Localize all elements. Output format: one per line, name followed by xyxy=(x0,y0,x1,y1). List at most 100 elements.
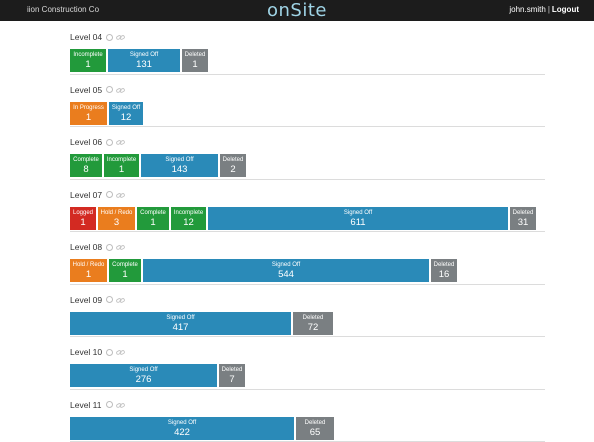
circle-outline-icon[interactable] xyxy=(106,191,113,198)
level-header: Level 07 xyxy=(70,186,125,198)
status-bar-count: 422 xyxy=(70,427,294,438)
chain-link-icon[interactable] xyxy=(116,133,125,151)
status-bar-label: Incomplete xyxy=(171,210,206,217)
status-bar-label: Signed Off xyxy=(109,105,143,112)
circle-outline-icon[interactable] xyxy=(106,296,113,303)
level-title[interactable]: Level 09 xyxy=(70,295,102,305)
chain-link-icon[interactable] xyxy=(116,396,125,414)
status-bar-label: Incomplete xyxy=(104,157,139,164)
status-bar-count: 276 xyxy=(70,374,217,385)
username-link[interactable]: john.smith xyxy=(509,5,545,14)
circle-outline-icon[interactable] xyxy=(106,244,113,251)
status-bar-label: Deleted xyxy=(296,420,334,427)
status-bar-count: 2 xyxy=(220,164,246,175)
user-separator: | xyxy=(548,5,550,14)
status-bar-label: Deleted xyxy=(293,315,333,322)
circle-outline-icon[interactable] xyxy=(106,401,113,408)
chain-link-icon[interactable] xyxy=(116,238,125,256)
status-bar-label: Deleted xyxy=(219,367,245,374)
status-bar-label: Signed Off xyxy=(70,367,217,374)
status-bar-label: Signed Off xyxy=(70,315,291,322)
status-bar-label: Hold / Redo xyxy=(70,262,107,269)
status-bar-label: Signed Off xyxy=(70,420,294,427)
status-bar-count: 1 xyxy=(70,269,107,280)
circle-outline-icon[interactable] xyxy=(106,349,113,356)
level-header: Level 10 xyxy=(70,343,125,355)
status-bar-count: 1 xyxy=(137,217,169,228)
level-header: Level 06 xyxy=(70,133,125,145)
status-bar-label: Signed Off xyxy=(141,157,218,164)
status-bar-label: Signed Off xyxy=(143,262,429,269)
status-bar-label: Deleted xyxy=(182,52,208,59)
level-header: Level 11 xyxy=(70,396,125,408)
user-menu: john.smith|Logout xyxy=(509,5,579,14)
circle-outline-icon[interactable] xyxy=(106,34,113,41)
status-bar-label: Deleted xyxy=(510,210,536,217)
top-navbar: iion Construction Co onSite john.smith|L… xyxy=(0,0,594,21)
level-title[interactable]: Level 05 xyxy=(70,85,102,95)
status-bar-count: 12 xyxy=(109,112,143,123)
level-title[interactable]: Level 10 xyxy=(70,347,102,357)
status-bar-label: Deleted xyxy=(220,157,246,164)
status-bar-count: 1 xyxy=(109,269,141,280)
level-header: Level 05 xyxy=(70,81,125,93)
chain-link-icon[interactable] xyxy=(116,291,125,309)
status-bar-count: 131 xyxy=(108,59,180,70)
level-title[interactable]: Level 04 xyxy=(70,32,102,42)
level-header: Level 04 xyxy=(70,28,125,40)
level-title[interactable]: Level 08 xyxy=(70,242,102,252)
chain-link-icon[interactable] xyxy=(116,81,125,99)
status-bar-count: 417 xyxy=(70,322,291,333)
circle-outline-icon[interactable] xyxy=(106,86,113,93)
level-title[interactable]: Level 06 xyxy=(70,137,102,147)
level-header: Level 08 xyxy=(70,238,125,250)
status-bar-count: 1 xyxy=(70,217,96,228)
status-bar-count: 12 xyxy=(171,217,206,228)
logout-link[interactable]: Logout xyxy=(552,5,579,14)
status-bar-label: Logged xyxy=(70,210,96,217)
chain-link-icon[interactable] xyxy=(116,186,125,204)
level-title[interactable]: Level 07 xyxy=(70,190,102,200)
level-title[interactable]: Level 11 xyxy=(70,400,102,410)
chain-link-icon[interactable] xyxy=(116,28,125,46)
status-bar-count: 1 xyxy=(104,164,139,175)
chain-link-icon[interactable] xyxy=(116,343,125,361)
circle-outline-icon[interactable] xyxy=(106,139,113,146)
status-bar-label: Complete xyxy=(70,157,102,164)
